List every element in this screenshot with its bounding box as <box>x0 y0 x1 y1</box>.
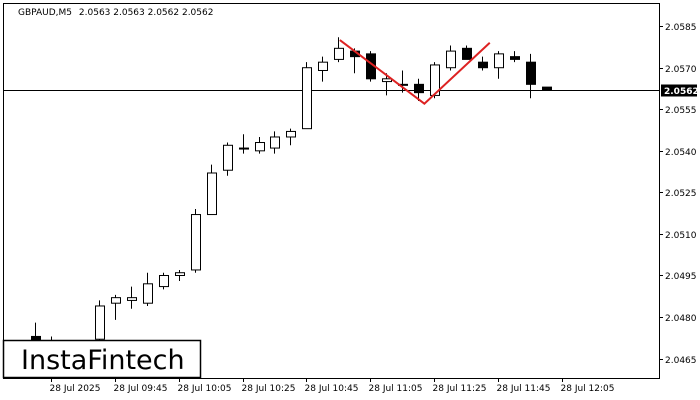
candle-body-bull <box>127 297 137 301</box>
candle-body-bull <box>239 147 249 150</box>
candle <box>478 56 488 71</box>
candle-body-bull <box>334 47 344 60</box>
y-tick-label: 2.0555 <box>665 106 697 116</box>
logo-box <box>2 339 202 379</box>
x-tick-label: 28 Jul 11:05 <box>369 384 423 394</box>
current-price-tag-bg <box>661 84 697 97</box>
x-tick-label: 28 Jul 10:05 <box>178 384 232 394</box>
candle-body-bear <box>414 83 424 94</box>
current-price-label: 2.0562 <box>664 87 699 97</box>
candle-body-bull <box>382 78 392 83</box>
y-tick-label: 2.0495 <box>665 272 697 282</box>
candle <box>111 294 121 320</box>
candle <box>286 128 296 146</box>
x-tick-label: 28 Jul 2025 <box>50 384 101 394</box>
candle-body-bull <box>175 272 185 276</box>
candle-body-bear <box>542 86 552 91</box>
candle-body-bear <box>510 56 520 60</box>
x-tick-label: 28 Jul 09:45 <box>114 384 168 394</box>
x-tick-label: 28 Jul 10:45 <box>305 384 359 394</box>
candle <box>127 286 137 309</box>
symbol-label: GBPAUD,M5 <box>18 8 72 18</box>
x-tick-label: 28 Jul 11:45 <box>497 384 551 394</box>
x-tick-label: 28 Jul 11:25 <box>433 384 487 394</box>
candle <box>159 272 169 290</box>
candle-body-bull <box>446 50 456 69</box>
candle <box>542 86 552 91</box>
candle <box>334 37 344 63</box>
candle-body-bull <box>143 283 153 304</box>
candle <box>270 131 280 154</box>
y-tick-label: 2.0540 <box>665 148 697 158</box>
candle <box>526 53 536 99</box>
candle-body-bear <box>478 61 488 69</box>
candle <box>494 51 504 79</box>
candle-body-bull <box>159 274 169 288</box>
candle-body-bull <box>302 67 312 130</box>
instafintech-logo: InstaFintech <box>2 339 202 379</box>
y-tick-label: 2.0585 <box>665 23 697 33</box>
logo-text: InstaFintech <box>21 345 185 376</box>
x-axis: 28 Jul 2025 28 Jul 09:45 28 Jul 10:05 28 Ju… <box>50 378 615 394</box>
x-tick-label: 28 Jul 10:25 <box>242 384 296 394</box>
y-tick-label: 2.0480 <box>665 314 697 324</box>
ohlc-values: 2.0563 2.0563 2.0562 2.0562 <box>79 8 214 18</box>
candle-body-bear <box>462 47 472 60</box>
candle-body-bull <box>207 172 217 216</box>
candle-body-bull <box>270 136 280 149</box>
candle <box>318 56 328 82</box>
candle <box>143 272 153 306</box>
candle-body-bull <box>191 214 201 271</box>
candle-body-bull <box>223 144 233 171</box>
candle <box>207 164 217 216</box>
candle <box>510 51 520 63</box>
y-tick-label: 2.0570 <box>665 65 697 75</box>
candle-body-bull <box>430 64 440 96</box>
y-tick-label: 2.0525 <box>665 189 697 199</box>
candle <box>239 134 249 154</box>
candle-body-bull <box>95 305 105 340</box>
candle <box>223 142 233 176</box>
candle-body-bull <box>111 297 121 304</box>
double-bottom-pattern <box>339 39 491 106</box>
candle-body-bull <box>318 61 328 71</box>
candle-body-bull <box>286 130 296 138</box>
y-tick-label: 2.0465 <box>665 356 697 366</box>
candle <box>302 62 312 130</box>
y-tick-label: 2.0510 <box>665 231 697 241</box>
current-price-tag: 2.0562 <box>661 84 699 97</box>
candle-body-bear <box>526 61 536 85</box>
chart-header: GBPAUD,M5 2.0563 2.0563 2.0562 2.0562 <box>18 8 213 18</box>
candle-body-bull <box>494 53 504 69</box>
candle <box>462 45 472 60</box>
candle-body-bull <box>255 142 265 152</box>
x-tick-label: 28 Jul 12:05 <box>561 384 615 394</box>
candle <box>175 269 185 282</box>
candle <box>446 45 456 71</box>
y-axis: 2.0585 2.0570 2.0555 2.0540 2.0525 2.0510 2.04… <box>659 23 697 366</box>
candle <box>191 209 201 273</box>
candle <box>255 136 265 154</box>
pattern-line <box>339 39 491 106</box>
candle <box>430 62 440 99</box>
candle <box>414 78 424 101</box>
plot-frame <box>3 3 660 379</box>
